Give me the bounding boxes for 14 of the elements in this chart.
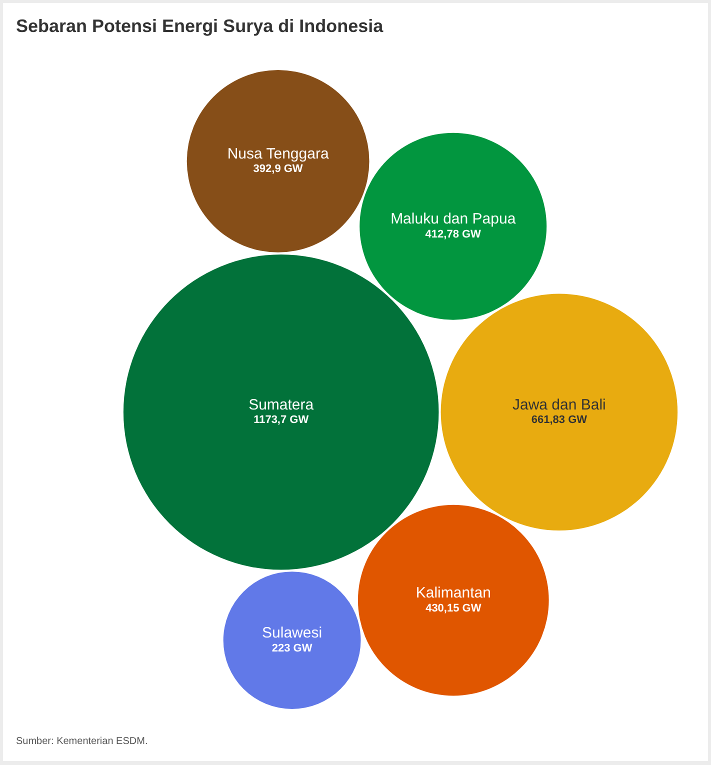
data-label: 392,9 GW xyxy=(253,163,304,176)
text: Sebaran Potensi Energi Surya di Indonesia xyxy=(16,16,384,37)
data-label: 661,83 GW xyxy=(531,414,588,426)
data-label: 1173,7 GW xyxy=(254,414,310,426)
text: Sumber: Kementerian ESDM. xyxy=(16,736,148,747)
category-label: Nusa Tenggara xyxy=(227,145,330,162)
category-label: Maluku dan Papua xyxy=(390,210,516,228)
category-label: Sumatera xyxy=(248,396,314,414)
data-label: 430,15 GW xyxy=(426,602,482,614)
category-label: Sulawesi xyxy=(262,624,322,642)
data-label: 223 GW xyxy=(272,642,313,654)
data-label: 412,78 GW xyxy=(425,228,482,240)
category-label: Jawa dan Bali xyxy=(512,396,606,414)
category-label: Kalimantan xyxy=(416,584,491,602)
